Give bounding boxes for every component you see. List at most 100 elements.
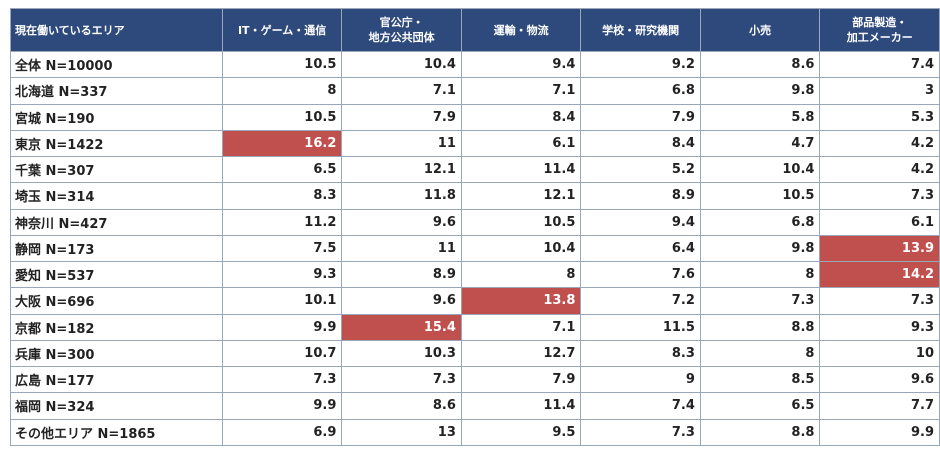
highlighted-value-cell: 13.9: [819, 234, 940, 263]
row-label: 兵庫 N=300: [10, 339, 223, 368]
table-row: 埼玉 N=314 8.3 11.8 12.1 8.9 10.5 7.3: [10, 182, 940, 210]
table-row: 広島 N=177 7.3 7.3 7.9 9 8.5 9.6: [10, 365, 940, 394]
data-table: 現在働いているエリア IT・ゲーム・通信 官公庁・ 地方公共団体 運輸・物流 学校・研究…: [10, 8, 940, 446]
value-cell: 12.7: [460, 339, 582, 368]
column-header-line: 加工メーカー: [846, 31, 913, 44]
value-cell: 7.3: [341, 365, 462, 394]
value-cell: 13: [341, 418, 462, 446]
row-label: 埼玉 N=314: [10, 182, 223, 210]
value-cell: 6.9: [221, 418, 343, 446]
value-cell: 9.8: [699, 234, 821, 263]
value-cell: 8.9: [580, 182, 701, 210]
column-header: 運輸・物流: [460, 8, 582, 52]
column-header: 官公庁・ 地方公共団体: [341, 8, 462, 52]
value-cell: 9.4: [580, 208, 701, 236]
value-cell: 6.1: [819, 208, 940, 236]
value-cell: 11: [341, 234, 462, 263]
value-cell: 6.1: [460, 129, 582, 158]
column-header-line: 部品製造・: [852, 16, 908, 29]
value-cell: 8.3: [580, 339, 701, 368]
value-cell: 7.3: [221, 365, 343, 394]
value-cell: 6.5: [699, 392, 821, 420]
table-row: その他エリア N=1865 6.9 13 9.5 7.3 8.8 9.9: [10, 418, 940, 446]
column-header-line: 運輸・物流: [493, 23, 549, 37]
value-cell: 10.3: [341, 339, 462, 368]
value-cell: 9.9: [221, 392, 343, 420]
table-row: 北海道 N=337 8 7.1 7.1 6.8 9.8 3: [10, 77, 940, 105]
value-cell: 7.3: [819, 287, 940, 315]
value-cell: 7.3: [699, 287, 821, 315]
highlighted-value-cell: 15.4: [341, 313, 462, 341]
value-cell: 11.4: [460, 392, 582, 420]
value-cell: 8: [699, 339, 821, 368]
value-cell: 10.1: [221, 287, 343, 315]
value-cell: 3: [819, 77, 940, 105]
value-cell: 10.4: [341, 50, 462, 79]
value-cell: 4.2: [819, 155, 940, 184]
table-row: 宮城 N=190 10.5 7.9 8.4 7.9 5.8 5.3: [10, 103, 940, 131]
table-body: 全体 N=10000 10.5 10.4 9.4 9.2 8.6 7.4 北海道 N=337 8…: [10, 50, 940, 446]
value-cell: 10.5: [460, 208, 582, 236]
table-row: 愛知 N=537 9.3 8.9 8 7.6 8 14.2: [10, 260, 940, 289]
row-label: 全体 N=10000: [10, 50, 223, 79]
value-cell: 9.6: [341, 208, 462, 236]
row-label: 京都 N=182: [10, 313, 223, 341]
column-header: 小売: [699, 8, 821, 52]
column-header-line: 学校・研究機関: [602, 23, 680, 37]
value-cell: 9.5: [460, 418, 582, 446]
value-cell: 9.6: [819, 365, 940, 394]
table-row: 大阪 N=696 10.1 9.6 13.8 7.2 7.3 7.3: [10, 287, 940, 315]
value-cell: 9.9: [221, 313, 343, 341]
value-cell: 7.1: [341, 77, 462, 105]
value-cell: 7.9: [460, 365, 582, 394]
table-row: 東京 N=1422 16.2 11 6.1 8.4 4.7 4.2: [10, 129, 940, 158]
value-cell: 8.4: [580, 129, 701, 158]
value-cell: 7.3: [819, 182, 940, 210]
header-row: 現在働いているエリア IT・ゲーム・通信 官公庁・ 地方公共団体 運輸・物流 学校・研究…: [10, 8, 940, 52]
value-cell: 5.3: [819, 103, 940, 131]
row-label: 神奈川 N=427: [10, 208, 223, 236]
value-cell: 10.5: [699, 182, 821, 210]
value-cell: 7.4: [580, 392, 701, 420]
value-cell: 10: [819, 339, 940, 368]
table-row: 神奈川 N=427 11.2 9.6 10.5 9.4 6.8 6.1: [10, 208, 940, 236]
value-cell: 6.5: [221, 155, 343, 184]
column-header-line: 小売: [749, 23, 772, 37]
column-header-line: 地方公共団体: [368, 31, 435, 44]
value-cell: 4.7: [699, 129, 821, 158]
value-cell: 11.8: [341, 182, 462, 210]
value-cell: 8.4: [460, 103, 582, 131]
value-cell: 7.9: [341, 103, 462, 131]
row-label: 広島 N=177: [10, 365, 223, 394]
value-cell: 6.8: [580, 77, 701, 105]
value-cell: 10.5: [221, 103, 343, 131]
value-cell: 9.8: [699, 77, 821, 105]
value-cell: 7.6: [580, 260, 701, 289]
value-cell: 11.5: [580, 313, 701, 341]
value-cell: 10.4: [699, 155, 821, 184]
value-cell: 7.7: [819, 392, 940, 420]
table-row: 静岡 N=173 7.5 11 10.4 6.4 9.8 13.9: [10, 234, 940, 263]
value-cell: 7.1: [460, 313, 582, 341]
value-cell: 8.6: [341, 392, 462, 420]
highlighted-value-cell: 13.8: [460, 287, 582, 315]
value-cell: 7.3: [580, 418, 701, 446]
table-row: 福岡 N=324 9.9 8.6 11.4 7.4 6.5 7.7: [10, 392, 940, 420]
row-label: 愛知 N=537: [10, 260, 223, 289]
value-cell: 7.2: [580, 287, 701, 315]
row-label: 千葉 N=307: [10, 155, 223, 184]
value-cell: 5.8: [699, 103, 821, 131]
table-row: 千葉 N=307 6.5 12.1 11.4 5.2 10.4 4.2: [10, 155, 940, 184]
row-label: 静岡 N=173: [10, 234, 223, 263]
value-cell: 7.1: [460, 77, 582, 105]
column-header: 部品製造・加工メーカー: [819, 8, 940, 52]
table-row: 兵庫 N=300 10.7 10.3 12.7 8.3 8 10: [10, 339, 940, 368]
row-label: 大阪 N=696: [10, 287, 223, 315]
value-cell: 9.6: [341, 287, 462, 315]
value-cell: 11: [341, 129, 462, 158]
highlighted-value-cell: 14.2: [819, 260, 940, 289]
value-cell: 7.9: [580, 103, 701, 131]
column-header-line: IT・ゲーム・通信: [237, 23, 327, 37]
row-label: 福岡 N=324: [10, 392, 223, 420]
value-cell: 8: [221, 77, 343, 105]
